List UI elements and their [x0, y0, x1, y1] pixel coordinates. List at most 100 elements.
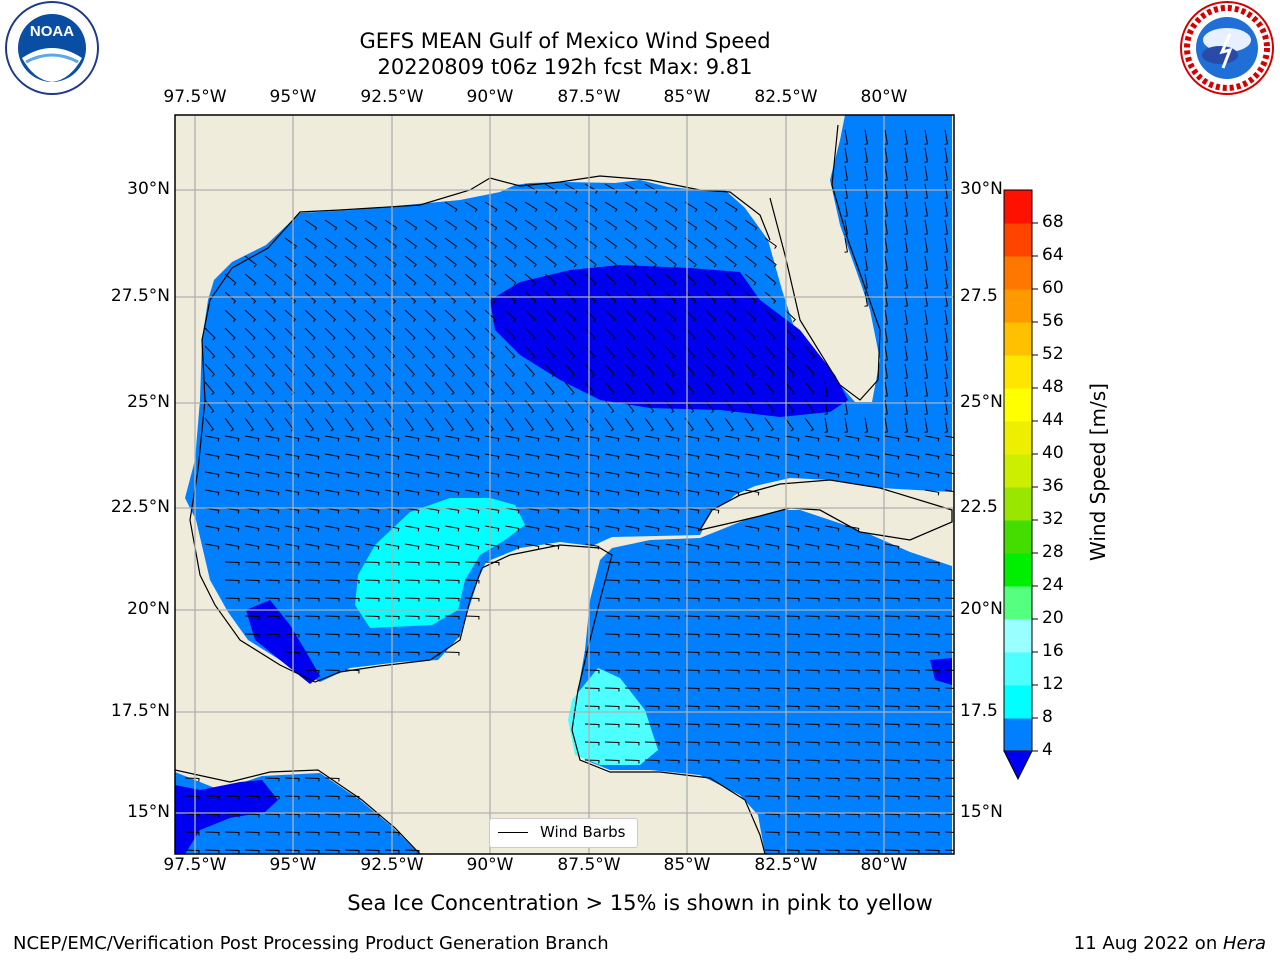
wind-barb	[784, 759, 800, 764]
wind-barb	[844, 453, 860, 460]
wind-barb	[764, 795, 780, 800]
wind-barb	[744, 687, 760, 692]
wind-barb	[444, 489, 460, 496]
wind-barb	[224, 795, 240, 800]
wind-barb	[744, 615, 760, 620]
wind-barb	[764, 273, 777, 286]
wind-barb	[844, 543, 860, 550]
wind-barb	[664, 525, 680, 532]
wind-barb	[884, 435, 900, 442]
wind-barb	[184, 795, 200, 800]
wind-barb	[224, 489, 240, 496]
wind-barb	[864, 813, 880, 818]
wind-barb	[744, 705, 760, 710]
wind-barb	[344, 309, 356, 323]
wind-barb	[904, 633, 920, 638]
wind-barb	[564, 435, 580, 442]
wind-barb	[844, 633, 860, 638]
wind-barb	[284, 435, 300, 442]
wind-barb	[844, 237, 849, 253]
wind-barb	[404, 849, 420, 854]
colorbar-tick-label: 12	[1042, 674, 1064, 694]
wind-barb	[784, 633, 800, 638]
wind-barb	[664, 453, 680, 460]
wind-barb	[604, 453, 620, 460]
wind-barb	[504, 237, 518, 249]
wind-barb	[384, 255, 397, 268]
wind-barb	[664, 669, 680, 674]
wind-barb	[744, 633, 760, 638]
wind-barb	[924, 309, 929, 325]
wind-barb	[364, 309, 376, 323]
wind-barb	[884, 417, 889, 433]
wind-barb	[264, 597, 280, 602]
footer-left: NCEP/EMC/Verification Post Processing Pr…	[13, 933, 609, 954]
wind-barb	[624, 723, 640, 728]
wind-barb	[604, 237, 618, 249]
wind-barb	[744, 327, 756, 341]
wind-barb	[824, 525, 840, 532]
wind-barb	[644, 255, 657, 268]
wind-barb	[644, 669, 660, 674]
wind-barb	[544, 489, 560, 496]
wind-barb	[304, 471, 320, 478]
wind-barb	[804, 687, 820, 692]
wind-barb	[644, 273, 657, 286]
wind-barb	[384, 327, 396, 341]
wind-barb	[824, 741, 840, 746]
wind-barb	[484, 345, 496, 359]
wind-barb	[704, 669, 720, 674]
wind-barb	[424, 651, 440, 656]
wind-barb	[464, 435, 480, 442]
wind-barb	[304, 489, 320, 496]
wind-barb	[624, 309, 636, 323]
wind-barb	[724, 345, 736, 359]
wind-barb	[424, 489, 440, 496]
wind-barb	[344, 255, 357, 268]
wind-barb	[384, 273, 397, 286]
wind-barb	[344, 381, 355, 396]
wind-barb	[564, 273, 577, 286]
wind-barb	[364, 417, 374, 432]
wind-barb	[824, 633, 840, 638]
wind-barb	[304, 849, 320, 854]
wind-barb	[844, 129, 849, 145]
wind-barb	[604, 489, 620, 496]
wind-barb	[924, 327, 929, 343]
wind-barb	[744, 525, 760, 532]
colorbar-tick-label: 40	[1042, 443, 1064, 463]
wind-barb	[584, 723, 600, 728]
wind-barb	[764, 291, 777, 304]
wind-barb	[744, 759, 760, 764]
wind-barb	[844, 165, 849, 181]
low-speed-region-north	[490, 265, 848, 417]
colorbar-tick-label: 24	[1042, 575, 1064, 595]
wind-barb	[564, 237, 578, 249]
wind-barb	[224, 471, 240, 478]
wind-barb	[224, 525, 240, 532]
wind-barb	[344, 471, 360, 478]
wind-barb	[904, 201, 909, 217]
wind-barbs	[184, 129, 954, 854]
yucatan-coastline	[189, 519, 766, 854]
wind-barb	[264, 327, 276, 341]
wind-barb	[404, 399, 415, 414]
wind-barb	[624, 669, 640, 674]
wind-barb	[904, 183, 909, 199]
wind-barb	[884, 615, 900, 620]
wind-barb	[624, 345, 636, 359]
wind-barb	[944, 579, 954, 581]
wind-barb	[224, 831, 240, 836]
wind-barb	[604, 705, 620, 710]
wind-barb	[324, 795, 340, 800]
colorbar-segment	[1004, 685, 1032, 719]
wind-barb	[824, 579, 840, 584]
lon-label-top: 95°W	[269, 87, 317, 107]
wind-barb	[324, 471, 340, 478]
wind-barb	[344, 561, 360, 566]
wind-barb	[624, 255, 637, 268]
wind-barb	[344, 795, 360, 800]
wind-barb	[504, 381, 515, 396]
wind-barb	[204, 525, 220, 532]
wind-barb	[364, 345, 376, 359]
